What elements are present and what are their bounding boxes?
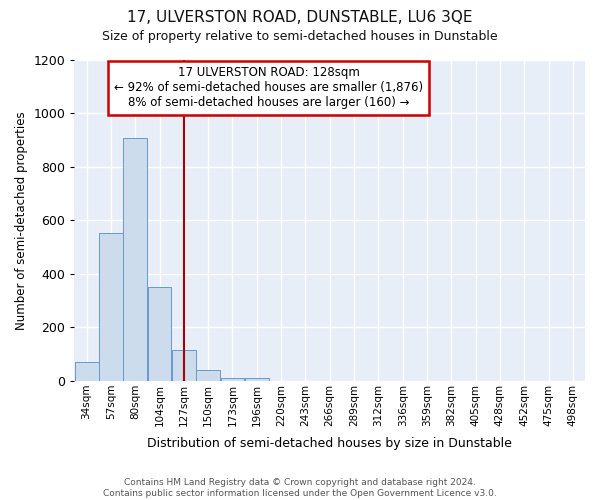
Bar — [221, 378, 244, 381]
Bar — [196, 370, 220, 381]
Y-axis label: Number of semi-detached properties: Number of semi-detached properties — [15, 111, 28, 330]
Text: Size of property relative to semi-detached houses in Dunstable: Size of property relative to semi-detach… — [102, 30, 498, 43]
Text: Contains HM Land Registry data © Crown copyright and database right 2024.
Contai: Contains HM Land Registry data © Crown c… — [103, 478, 497, 498]
Text: 17, ULVERSTON ROAD, DUNSTABLE, LU6 3QE: 17, ULVERSTON ROAD, DUNSTABLE, LU6 3QE — [127, 10, 473, 25]
Text: 17 ULVERSTON ROAD: 128sqm
← 92% of semi-detached houses are smaller (1,876)
8% o: 17 ULVERSTON ROAD: 128sqm ← 92% of semi-… — [114, 66, 423, 110]
Bar — [124, 138, 147, 381]
Bar — [172, 350, 196, 381]
Bar — [245, 378, 269, 381]
X-axis label: Distribution of semi-detached houses by size in Dunstable: Distribution of semi-detached houses by … — [147, 437, 512, 450]
Bar — [75, 362, 98, 381]
Bar — [99, 232, 123, 381]
Bar — [148, 288, 172, 381]
